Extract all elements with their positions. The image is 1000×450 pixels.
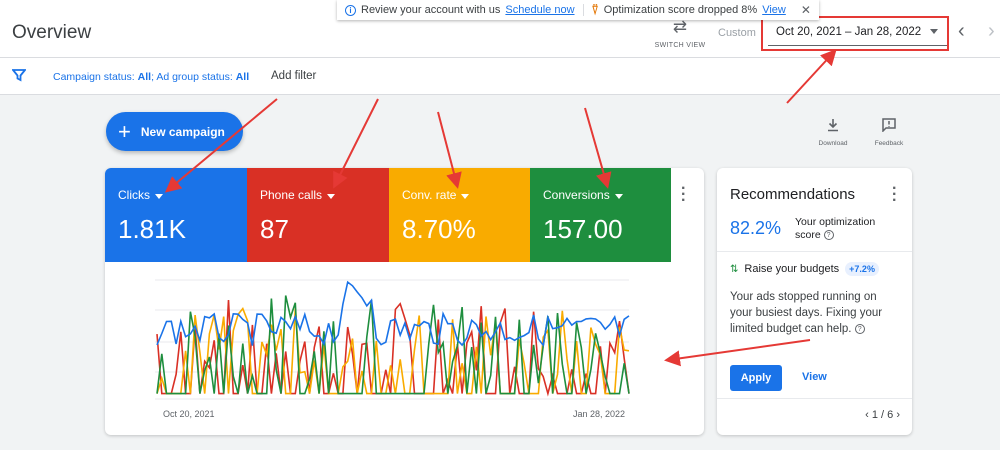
score-uplift-badge: +7.2%: [845, 262, 879, 276]
custom-label: Custom: [718, 27, 756, 39]
divider: [582, 4, 584, 16]
chevron-down-icon: [930, 29, 938, 34]
performance-chart-card: Clicks 1.81K Phone calls 87 Conv. rate 8…: [105, 168, 704, 435]
metric-tile-conv-rate[interactable]: Conv. rate 8.70%: [389, 168, 530, 262]
filter-icon[interactable]: [12, 68, 26, 82]
recommendation-item[interactable]: ⇅ Raise your budgets +7.2%: [730, 262, 879, 276]
apply-button[interactable]: Apply: [730, 365, 782, 391]
more-vert-icon[interactable]: · · ·: [892, 180, 898, 209]
download-label: Download: [818, 140, 848, 147]
new-campaign-button[interactable]: + New campaign: [106, 112, 243, 151]
date-range-picker[interactable]: Oct 20, 2021 – Jan 28, 2022: [768, 22, 948, 46]
switch-view-button[interactable]: ⇄ SWITCH VIEW: [650, 17, 710, 50]
series-phone-calls: [156, 300, 630, 397]
filter-bar: Campaign status: All; Ad group status: A…: [0, 58, 1000, 95]
info-icon: i: [345, 4, 356, 16]
caret-down-icon: [155, 193, 163, 199]
switch-view-icon: ⇄: [672, 17, 688, 36]
annotation-highlight-box: [761, 16, 949, 51]
ad-group-status-label: ; Ad group status:: [151, 71, 236, 83]
metric-label: Clicks: [118, 188, 150, 202]
date-range-text: Oct 20, 2021 – Jan 28, 2022: [776, 26, 922, 38]
caret-down-icon: [614, 193, 623, 199]
help-icon[interactable]: ?: [854, 323, 865, 334]
ad-group-status-value: All: [235, 71, 250, 83]
more-vert-icon[interactable]: · · ·: [681, 180, 687, 209]
plus-icon: +: [118, 118, 131, 144]
campaign-status-value: All: [137, 71, 152, 83]
trending-up-icon: ⇅: [730, 263, 739, 275]
metric-tile-phone-calls[interactable]: Phone calls 87: [247, 168, 389, 262]
chevron-left-icon[interactable]: ‹: [958, 20, 965, 42]
caret-down-icon: [461, 193, 470, 199]
caret-down-icon: [327, 193, 336, 199]
metric-value: 87: [260, 214, 289, 244]
series-conversions: [156, 295, 630, 395]
metric-tile-clicks[interactable]: Clicks 1.81K: [105, 168, 247, 262]
view-link[interactable]: View: [762, 4, 786, 16]
metric-tile-conversions[interactable]: Conversions 157.00: [530, 168, 671, 262]
metric-label: Conv. rate: [402, 188, 457, 202]
download-icon: [828, 119, 838, 132]
page-title: Overview: [12, 22, 92, 43]
score-drop-text: Optimization score dropped 8%: [603, 4, 758, 16]
chevron-right-icon[interactable]: ›: [988, 20, 995, 42]
metric-label: Phone calls: [260, 188, 323, 202]
help-icon[interactable]: ?: [823, 230, 834, 241]
metric-value: 157.00: [543, 214, 623, 244]
optimization-score-text: Your optimization score: [795, 216, 876, 241]
divider: [717, 251, 912, 252]
add-filter-button[interactable]: Add filter: [271, 70, 317, 82]
x-axis-end-label: Jan 28, 2022: [573, 409, 626, 419]
metric-label: Conversions: [543, 188, 610, 202]
close-icon[interactable]: ✕: [800, 3, 811, 17]
warning-icon: ⍢: [591, 2, 599, 17]
x-axis-start-label: Oct 20, 2021: [163, 409, 215, 419]
campaign-status-label: Campaign status:: [53, 71, 138, 83]
recommendation-description: Your ads stopped running on your busiest…: [730, 289, 900, 337]
feedback-label: Feedback: [874, 140, 904, 147]
optimization-score-label: Your optimization score ?: [795, 216, 895, 242]
chart-series: [156, 280, 630, 397]
download-button[interactable]: Download: [808, 118, 858, 147]
recommendation-pager[interactable]: ‹ 1 / 6 ›: [865, 409, 900, 421]
switch-view-label: SWITCH VIEW: [654, 42, 706, 49]
pager-text: 1 / 6: [871, 409, 894, 421]
divider: [717, 398, 912, 399]
recommendations-title: Recommendations: [730, 186, 856, 203]
line-chart: [155, 279, 630, 400]
review-text: Review your account with us: [361, 4, 501, 16]
metric-value: 1.81K: [118, 214, 186, 244]
recommendation-description-text: Your ads stopped running on your busiest…: [730, 291, 883, 335]
feedback-icon: [882, 118, 896, 133]
recommendations-card: Recommendations · · · 82.2% Your optimizat…: [717, 168, 912, 435]
notification-banner: i Review your account with us Schedule n…: [337, 0, 819, 20]
feedback-button[interactable]: Feedback: [864, 118, 914, 147]
active-filters[interactable]: Campaign status: All; Ad group status: A…: [53, 71, 249, 83]
metric-value: 8.70%: [402, 214, 476, 244]
schedule-now-link[interactable]: Schedule now: [505, 4, 575, 16]
view-recommendation-link[interactable]: View: [802, 371, 827, 383]
recommendation-title: Raise your budgets: [744, 263, 840, 275]
optimization-score: 82.2%: [730, 218, 782, 238]
new-campaign-label: New campaign: [140, 124, 225, 139]
series-clicks: [156, 280, 630, 348]
